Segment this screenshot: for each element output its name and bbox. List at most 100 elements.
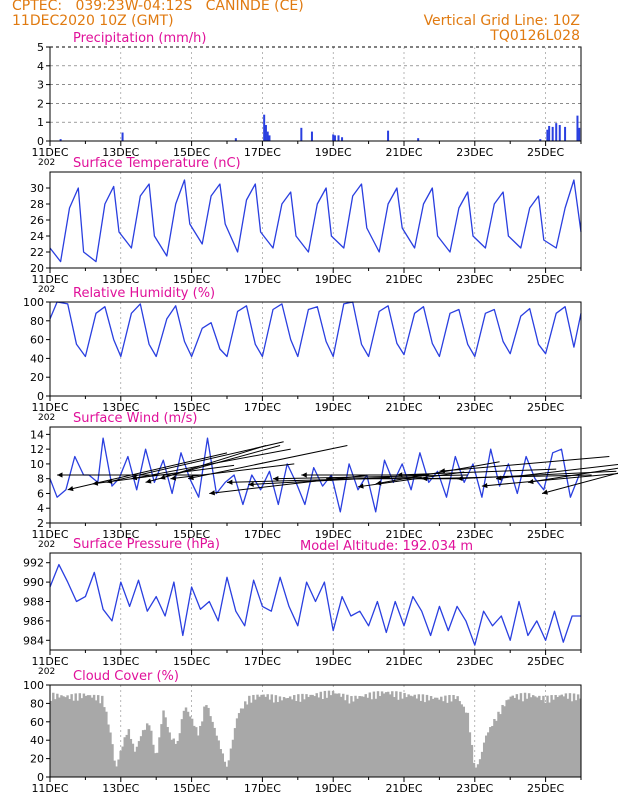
- header-line1-right: Vertical Grid Line: 10Z: [423, 13, 580, 29]
- cloud-bar: [303, 699, 306, 777]
- cloud-bar: [88, 695, 92, 777]
- cloud-bar: [86, 695, 90, 777]
- precip-bar: [300, 127, 303, 141]
- cloud-bar: [403, 692, 406, 777]
- wind-arrow-head: [457, 475, 463, 482]
- cloud-bar: [321, 699, 325, 777]
- cloud-bar: [386, 691, 390, 777]
- cloud-bar: [282, 697, 286, 777]
- cloud-bar: [519, 693, 523, 777]
- cloud-bar: [370, 699, 374, 777]
- cloud-bar: [395, 691, 398, 777]
- cloud-bar: [184, 707, 188, 777]
- precip-bar: [558, 125, 561, 141]
- cloud-bar: [497, 711, 500, 777]
- x-tick-label: 11DEC: [31, 655, 68, 668]
- series-line: [49, 179, 582, 263]
- wind-arrow-head: [326, 476, 332, 482]
- x-tick-label: 19DEC: [315, 655, 352, 668]
- cloud-bar: [235, 718, 239, 777]
- precip-bar: [121, 132, 124, 141]
- cloud-bar: [438, 699, 441, 777]
- y-tick-label: 24: [30, 230, 44, 243]
- y-tick-label: 14: [30, 428, 44, 441]
- wind-arrow: [209, 474, 369, 494]
- cloud-bar: [190, 718, 194, 777]
- cloud-bar: [354, 695, 357, 777]
- wind-arrow: [541, 472, 618, 494]
- cloud-bar: [485, 735, 488, 777]
- cloud-bar: [480, 751, 484, 777]
- cloud-bar: [417, 694, 421, 777]
- cloud-bar: [82, 693, 86, 777]
- cloud-bar: [401, 698, 404, 777]
- wind-arrow-head: [542, 489, 548, 495]
- panel-title: Relative Humidity (%): [73, 286, 215, 301]
- y-tick-label: 990: [23, 576, 44, 589]
- cloud-bar: [348, 703, 351, 777]
- cloud-bar: [407, 694, 410, 777]
- cloud-bar: [105, 711, 108, 777]
- precip-bar: [332, 134, 335, 141]
- cloud-bar: [415, 698, 419, 777]
- cloud-bar: [313, 696, 316, 777]
- cloud-bar: [538, 695, 541, 777]
- cloud-bar: [288, 696, 292, 777]
- wind-arrow-head: [396, 472, 403, 478]
- y-tick-label: 0: [37, 771, 44, 784]
- cloud-bar: [431, 698, 435, 777]
- panel-frame: [49, 552, 582, 651]
- cloud-bar: [274, 695, 278, 777]
- x-tick-label: 13DEC: [102, 273, 139, 286]
- cloud-bar: [409, 695, 412, 777]
- cloud-bar: [176, 740, 180, 777]
- cloud-bar: [115, 766, 118, 777]
- cloud-bar: [429, 696, 433, 777]
- x-year-label: 202: [38, 285, 55, 295]
- x-tick-label: 11DEC: [31, 146, 68, 159]
- precip-bar: [341, 137, 344, 141]
- wind-arrow: [527, 467, 618, 483]
- cloud-bar: [550, 695, 553, 777]
- cloud-bar: [501, 704, 504, 777]
- cloud-bar: [299, 701, 302, 777]
- cloud-bar: [513, 697, 517, 777]
- precip-bar: [546, 129, 549, 141]
- x-year-label: 202: [38, 540, 55, 550]
- cloud-bar: [329, 695, 333, 777]
- wind-arrow-head: [248, 481, 254, 487]
- cloud-bar: [211, 721, 214, 777]
- cloud-bar: [544, 702, 547, 777]
- y-tick-label: 3: [37, 79, 44, 92]
- cloud-bar: [221, 753, 224, 777]
- model-altitude: Model Altitude: 192.034 m: [300, 539, 473, 554]
- cloud-bar: [511, 695, 515, 777]
- cloud-bar: [350, 696, 353, 777]
- cloud-bar: [178, 733, 182, 777]
- precip-bar: [539, 139, 542, 141]
- y-tick-label: 1: [37, 116, 44, 129]
- cloud-bar: [135, 746, 139, 777]
- cloud-bar: [266, 694, 269, 777]
- cloud-bar: [305, 694, 308, 777]
- cloud-bar: [123, 737, 126, 777]
- y-tick-label: 984: [23, 634, 44, 647]
- wind-arrow-head: [273, 475, 279, 482]
- cloud-bar: [217, 740, 220, 777]
- cloud-bar: [56, 693, 59, 777]
- precip-bar: [578, 127, 581, 141]
- cloud-bar: [323, 690, 327, 777]
- cloud-bar: [62, 696, 65, 777]
- cloud-bar: [145, 723, 149, 777]
- x-tick-label: 19DEC: [315, 146, 352, 159]
- cloud-bar: [70, 694, 73, 777]
- cloud-bar: [362, 696, 365, 777]
- cloud-bar: [180, 719, 184, 777]
- cloud-bar: [99, 703, 102, 777]
- cloud-bar: [141, 730, 145, 777]
- precip-bar: [548, 125, 551, 141]
- cloud-bar: [548, 702, 551, 777]
- cloud-bar: [505, 700, 508, 777]
- panel-frame: [49, 171, 582, 269]
